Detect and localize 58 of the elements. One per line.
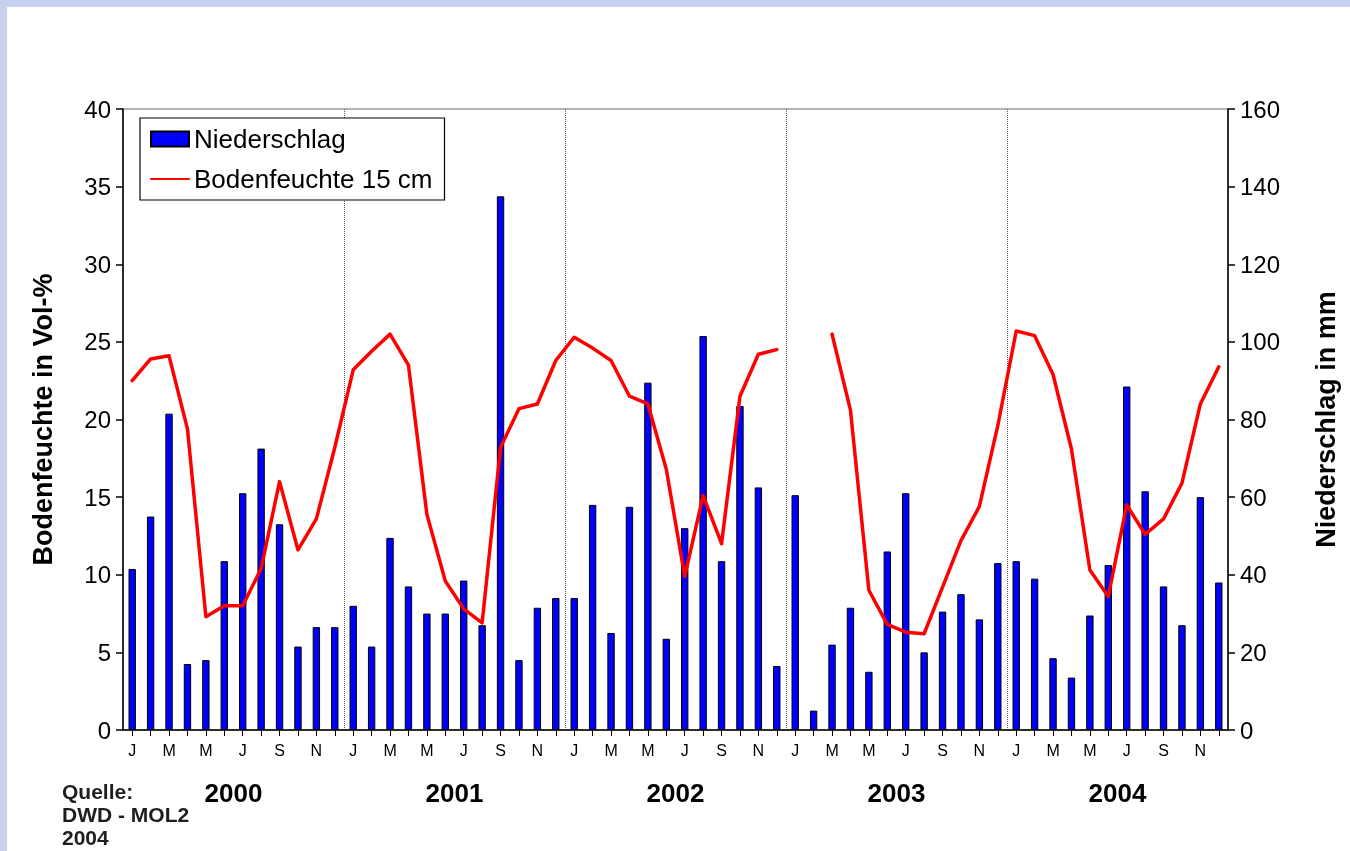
x-tick-label: J — [349, 741, 358, 759]
x-tick-label: M — [862, 741, 876, 759]
x-tick-label: M — [420, 741, 434, 759]
x-tick-label: J — [901, 741, 910, 759]
y-tick-label: 10 — [84, 561, 111, 589]
y-tick-label: 15 — [84, 483, 111, 511]
x-tick-label: M — [199, 741, 213, 759]
x-tick-label: M — [383, 741, 397, 759]
y-axis-title: Bodenfeuchte in Vol-% — [27, 273, 58, 566]
x-tick-label: N — [973, 741, 986, 759]
y-tick-label: 5 — [97, 638, 111, 666]
x-tick-label: J — [1012, 741, 1021, 759]
x-tick-label: J — [791, 741, 800, 759]
legend-label: Niederschlag — [194, 124, 346, 154]
y2-tick-label: 120 — [1240, 250, 1281, 278]
x-tick-label: N — [310, 741, 323, 759]
x-tick-label: N — [752, 741, 765, 759]
x-tick-label: N — [1194, 741, 1207, 759]
y2-tick-label: 40 — [1240, 561, 1267, 589]
x-tick-label: M — [1046, 741, 1060, 759]
x-tick-label: J — [238, 741, 247, 759]
y2-tick-label: 60 — [1240, 483, 1267, 511]
x-tick-label: M — [641, 741, 655, 759]
y-tick-label: 35 — [84, 173, 111, 201]
y2-tick-label: 20 — [1240, 638, 1267, 666]
y-tick-label: 20 — [84, 406, 111, 433]
x-tick-label: M — [604, 741, 618, 759]
y2-axis-title: Niederschlag in mm — [1310, 291, 1341, 548]
y-tick-label: 30 — [84, 250, 111, 278]
x-tick-label: S — [716, 741, 727, 759]
y2-tick-label: 140 — [1240, 173, 1281, 201]
text: 2000 — [204, 778, 263, 808]
y2-tick-label: 100 — [1240, 328, 1281, 356]
x-tick-label: J — [680, 741, 689, 759]
y-tick-label: 0 — [97, 716, 111, 744]
x-tick-label: S — [1158, 741, 1169, 759]
text: 2003 — [867, 778, 926, 808]
x-tick-label: N — [531, 741, 544, 759]
source-note: Quelle: DWD - MOL2 2004 — [62, 780, 190, 849]
x-tick-label: M — [1083, 741, 1097, 759]
text: 2004 — [1088, 778, 1147, 808]
text: 2002 — [646, 778, 705, 808]
y2-tick-label: 80 — [1240, 406, 1267, 433]
x-tick-label: S — [495, 741, 506, 759]
x-tick-label: J — [128, 741, 137, 759]
x-tick-label: S — [937, 741, 948, 759]
y2-tick-label: 0 — [1240, 716, 1254, 744]
y-tick-label: 25 — [84, 328, 111, 356]
legend-label: Bodenfeuchte 15 cm — [194, 164, 433, 194]
x-tick-label: J — [459, 741, 468, 759]
x-tick-label: S — [274, 741, 285, 759]
x-tick-label: M — [162, 741, 176, 759]
x-tick-label: J — [1122, 741, 1131, 759]
x-tick-label: J — [570, 741, 579, 759]
text: 2001 — [425, 778, 484, 808]
x-tick-label: M — [825, 741, 839, 759]
y2-tick-label: 160 — [1240, 95, 1281, 123]
y-tick-label: 40 — [84, 95, 111, 123]
